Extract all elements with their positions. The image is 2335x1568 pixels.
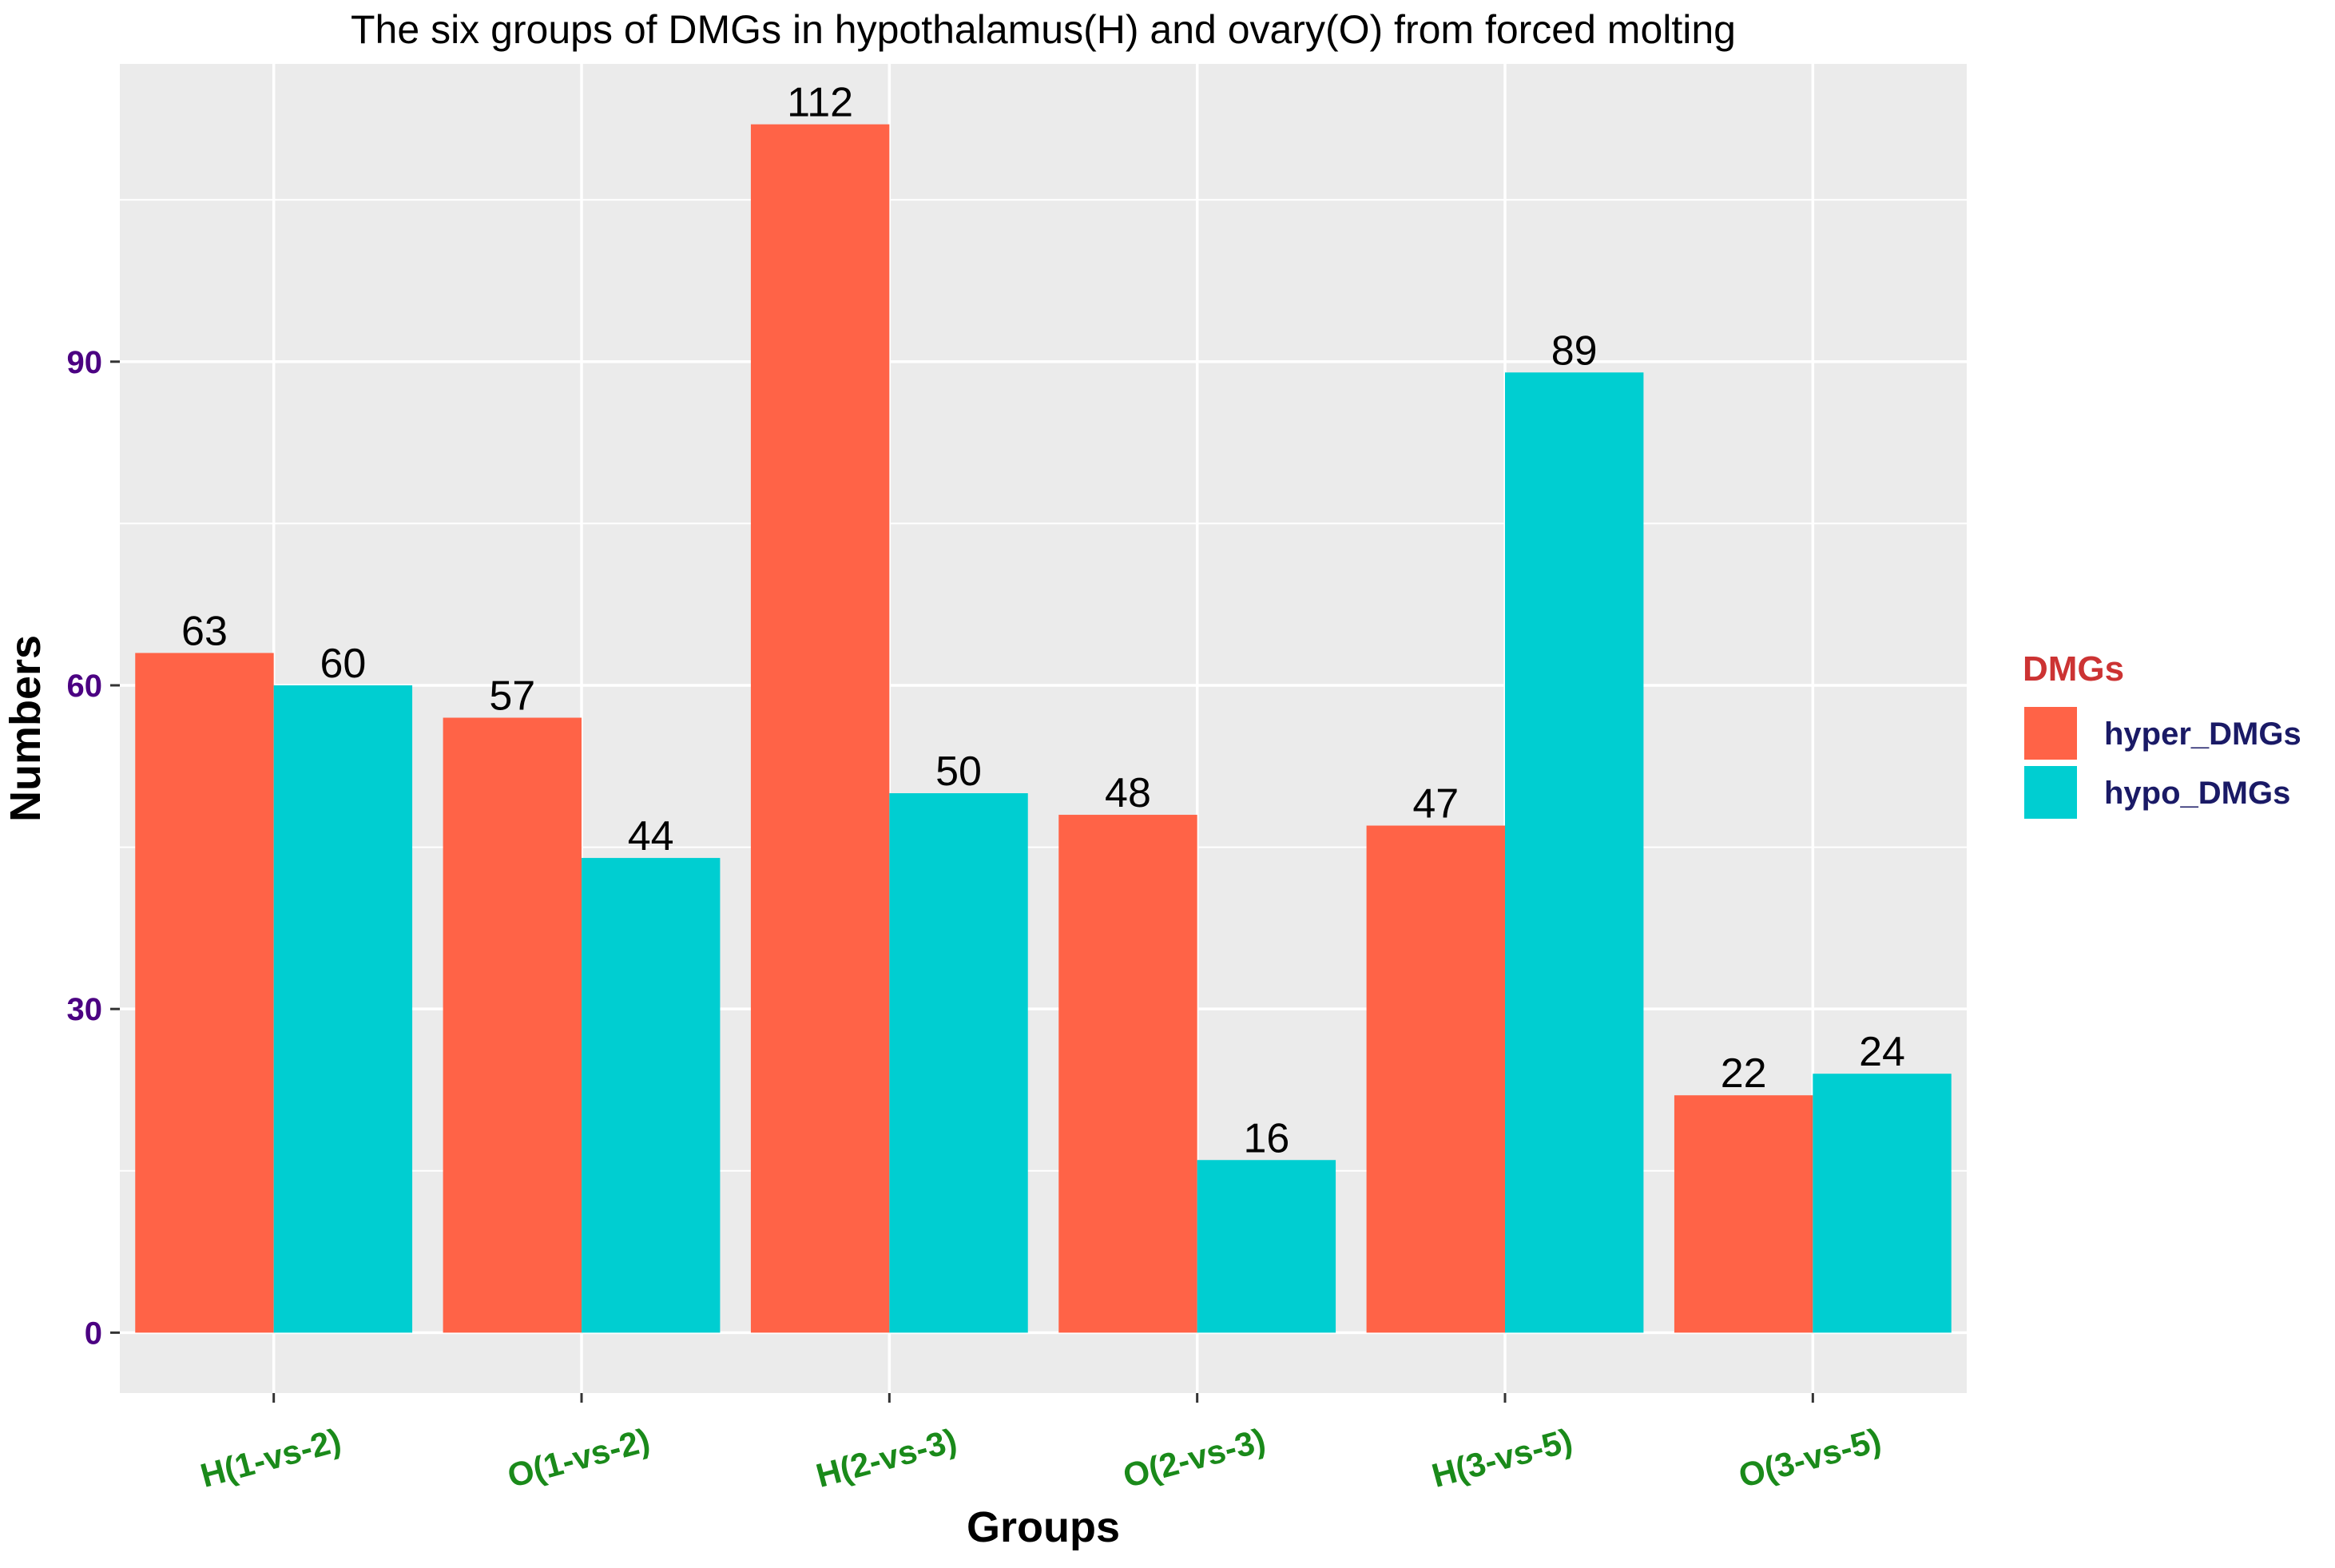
legend-label: hypo_DMGs <box>2104 776 2290 811</box>
bar-hyper_DMGs <box>443 717 582 1333</box>
bar-label: 44 <box>628 813 674 859</box>
x-tick-label: O(2-vs-3) <box>1119 1421 1269 1495</box>
y-axis: 0 30 60 90 <box>67 345 120 1351</box>
x-tick-label: O(3-vs-5) <box>1735 1421 1885 1495</box>
bar-hypo_DMGs <box>1813 1074 1952 1333</box>
bar-label: 48 <box>1105 770 1151 816</box>
bar-hypo_DMGs <box>582 858 721 1333</box>
x-axis: H(1-vs-2) O(1-vs-2) H(2-vs-3) O(2-vs-3) H(3-… <box>197 1393 1885 1495</box>
x-tick-label: O(1-vs-2) <box>503 1421 653 1495</box>
legend-label: hyper_DMGs <box>2104 717 2301 752</box>
bar-label: 89 <box>1551 327 1598 374</box>
bar-labels: 63 57 112 48 47 22 60 44 50 16 89 24 <box>181 80 1905 1162</box>
bar-hypo_DMGs <box>1505 372 1644 1333</box>
y-tick-label: 0 <box>85 1316 102 1351</box>
bar-hyper_DMGs <box>1058 815 1197 1333</box>
y-axis-title: Numbers <box>2 635 50 822</box>
x-tick-label: H(1-vs-2) <box>197 1421 345 1495</box>
bar-label: 22 <box>1721 1050 1767 1097</box>
bars <box>135 124 1952 1333</box>
bar-hyper_DMGs <box>750 124 890 1333</box>
legend-key-hyper_DMGs <box>2024 707 2077 760</box>
bar-label: 60 <box>320 641 366 687</box>
bar-label: 24 <box>1859 1029 1905 1075</box>
y-tick-label: 30 <box>67 992 103 1027</box>
x-tick-label: H(2-vs-3) <box>812 1421 961 1495</box>
bar-label: 16 <box>1243 1115 1289 1161</box>
bar-hyper_DMGs <box>1366 825 1505 1333</box>
bar-label: 112 <box>787 80 853 126</box>
x-axis-title: Groups <box>967 1503 1120 1551</box>
bar-label: 50 <box>935 748 982 795</box>
y-tick-label: 90 <box>67 345 103 380</box>
bar-label: 47 <box>1412 781 1459 828</box>
bar-hypo_DMGs <box>889 793 1028 1333</box>
bar-label: 57 <box>489 673 535 719</box>
bar-hyper_DMGs <box>135 653 274 1333</box>
chart-title: The six groups of DMGs in hypothalamus(H… <box>351 7 1736 52</box>
legend: DMGs hyper_DMGs hypo_DMGs <box>2023 649 2301 819</box>
legend-title: DMGs <box>2023 649 2124 689</box>
bar-label: 63 <box>181 608 228 654</box>
legend-key-hypo_DMGs <box>2024 766 2077 819</box>
bar-hypo_DMGs <box>1197 1160 1336 1333</box>
bar-hyper_DMGs <box>1674 1095 1813 1333</box>
y-tick-label: 60 <box>67 669 103 704</box>
bar-hypo_DMGs <box>273 685 413 1333</box>
x-tick-label: H(3-vs-5) <box>1428 1421 1576 1495</box>
